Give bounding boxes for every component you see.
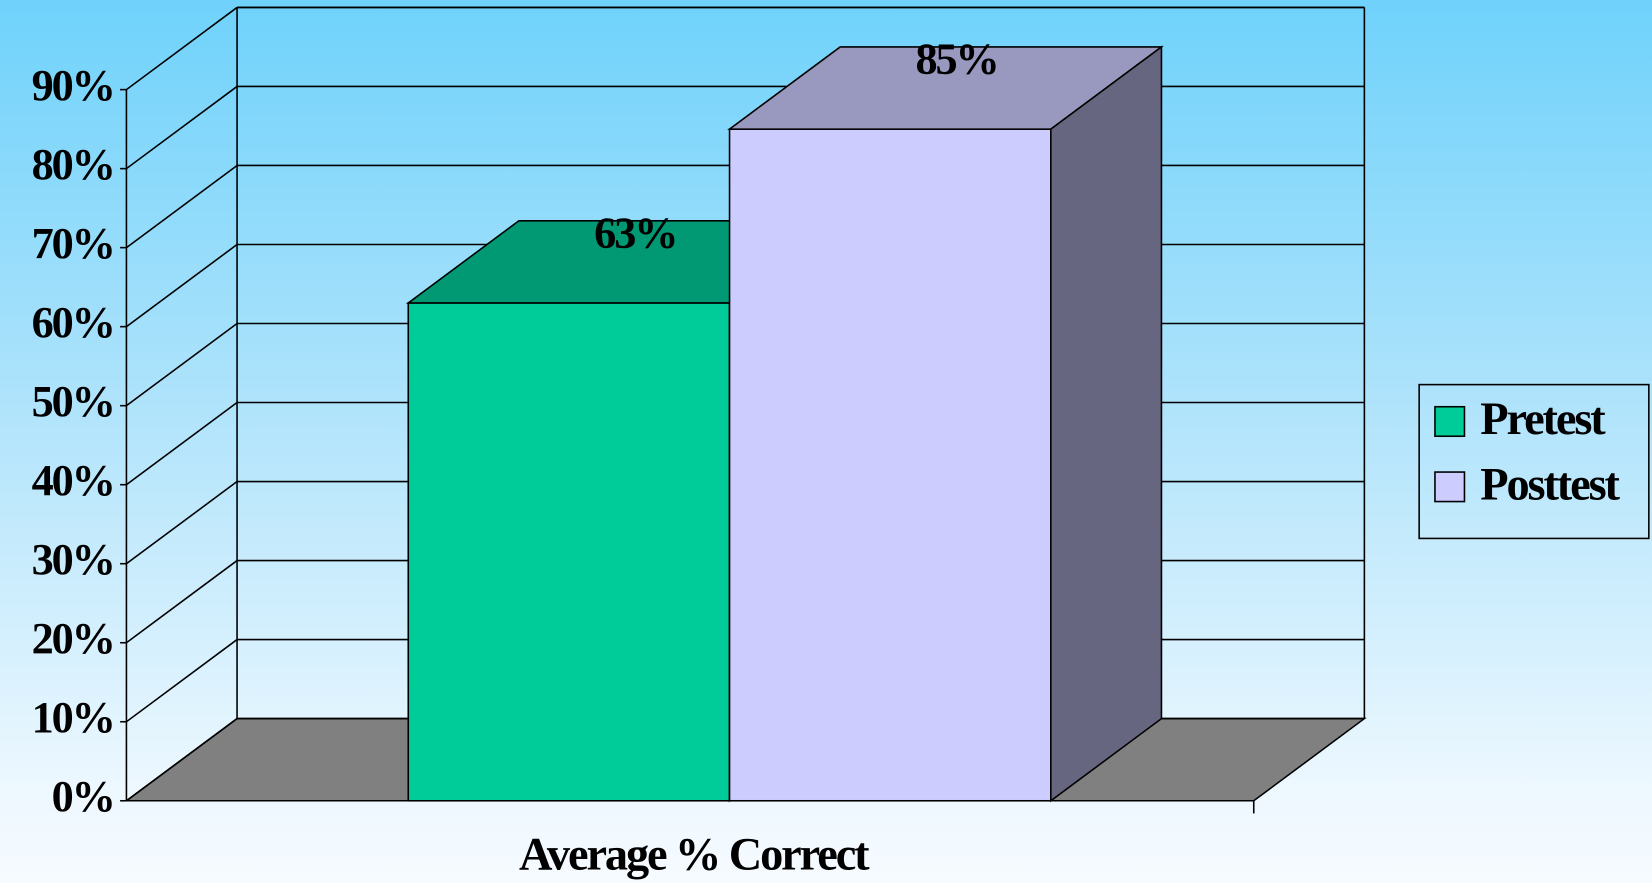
y-tick-label: 80% — [32, 140, 114, 189]
grid-line — [125, 322, 238, 407]
y-tick-label: 60% — [32, 298, 114, 347]
bar-side — [1050, 45, 1163, 803]
grid-line — [125, 6, 238, 91]
x-axis-label: Average % Correct — [519, 829, 870, 880]
grid-line — [125, 164, 238, 249]
grid-line — [125, 717, 238, 802]
grid-line — [125, 480, 238, 565]
y-tick-label: 20% — [32, 614, 114, 663]
legend-swatch — [1434, 471, 1466, 503]
bar-front — [407, 302, 731, 802]
legend-label: Posttest — [1480, 460, 1620, 511]
legend-swatch — [1434, 405, 1466, 438]
grid-line — [125, 243, 238, 328]
grid-line — [125, 401, 238, 486]
y-tick-label: 0% — [52, 772, 114, 821]
y-tick-label: 10% — [32, 693, 114, 742]
legend-box — [1418, 383, 1650, 540]
grid-line — [125, 559, 238, 644]
y-tick-label: 90% — [32, 61, 114, 110]
grid-line — [125, 85, 238, 170]
y-tick-label: 50% — [32, 377, 114, 426]
grid-line — [125, 638, 238, 723]
bar-front — [728, 128, 1052, 802]
y-tick-label: 40% — [32, 456, 114, 505]
legend-label: Pretest — [1480, 394, 1606, 445]
value-label: 85% — [915, 35, 997, 84]
y-tick-label: 70% — [32, 219, 114, 268]
y-tick-label: 30% — [32, 535, 114, 584]
value-label: 63% — [594, 208, 676, 257]
